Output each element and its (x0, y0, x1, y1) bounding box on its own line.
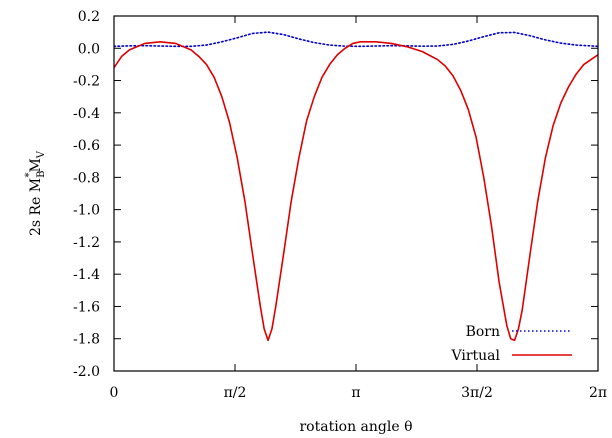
legend-label-virtual: Virtual (450, 348, 500, 364)
y-tick-label: -0.6 (73, 138, 100, 154)
x-tick-label: π/2 (224, 385, 247, 401)
y-axis-title-mid: M (28, 158, 44, 172)
y-tick-label: 0.0 (78, 41, 100, 57)
x-tick-label: π (351, 385, 360, 401)
y-axis-title-sub-b: B (36, 171, 47, 178)
y-tick-label: 0.2 (78, 9, 100, 25)
y-axis-title-sub-v: V (36, 150, 47, 159)
y-axis-title: 2s Re MB*MV (24, 150, 47, 236)
legend: Born Virtual (450, 324, 572, 364)
x-tick-label: 3π/2 (461, 385, 493, 401)
y-tick-label: -1.8 (73, 332, 100, 348)
x-tick-label: 2π (589, 385, 607, 401)
series-line-virtual (114, 41, 598, 342)
series-layer (114, 31, 598, 342)
x-axis-title: rotation angle θ (299, 419, 412, 435)
tick-layer: 0.2 0.0 -0.2 -0.4 -0.6 -0.8 -1.0 -1.2 -1.4 -1.6 -1… (73, 9, 607, 401)
y-tick-label: -2.0 (73, 364, 100, 380)
y-tick-label: -0.8 (73, 170, 100, 186)
x-tick-label: 0 (110, 385, 119, 401)
y-tick-label: -1.2 (73, 235, 100, 251)
y-tick-label: -1.4 (73, 267, 100, 283)
y-axis-title-prefix: 2s Re M (28, 178, 44, 236)
y-tick-label: -1.0 (73, 203, 100, 219)
series-line-born (114, 31, 598, 48)
y-tick-label: -0.4 (73, 106, 100, 122)
legend-label-born: Born (466, 324, 500, 340)
plot-frame (113, 15, 599, 372)
y-axis-title-sup-star: * (24, 173, 35, 178)
y-tick-label: -1.6 (73, 299, 100, 315)
y-tick-label: -0.2 (73, 74, 100, 90)
